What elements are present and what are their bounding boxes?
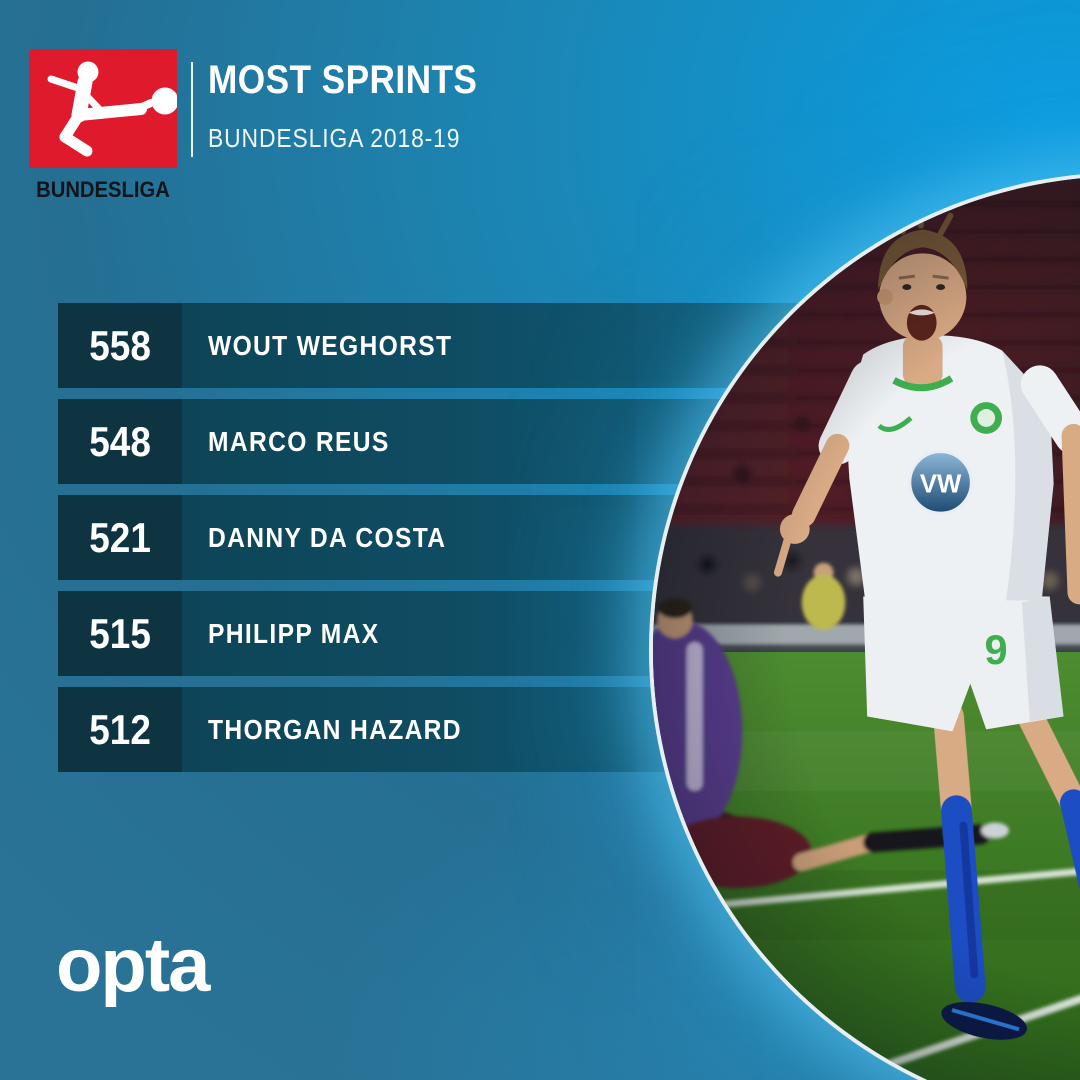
ranking-row-1: 558 WOUT WEGHORST	[58, 303, 810, 388]
ball-icon	[151, 87, 179, 115]
page-subtitle-text: BUNDESLIGA 2018-19	[208, 123, 461, 153]
sprint-count: 521	[58, 495, 182, 580]
sprint-count: 548	[58, 399, 182, 484]
player-name: WOUT WEGHORST	[182, 303, 810, 388]
page-subtitle: BUNDESLIGA 2018-19	[208, 124, 495, 152]
bundesliga-logo-box	[29, 49, 179, 168]
opta-logo: opta	[56, 923, 210, 1008]
sprint-count: 558	[58, 303, 182, 388]
sprint-count: 515	[58, 591, 182, 676]
bundesliga-wordmark: BUNDESLIGA	[36, 177, 170, 202]
header-divider	[191, 62, 193, 157]
bundesliga-player-kick-icon	[47, 61, 179, 157]
ranking-list: 558 WOUT WEGHORST 548 MARCO REUS 521 DAN…	[58, 303, 810, 772]
page-title: MOST SPRINTS	[208, 58, 514, 102]
sprint-count: 512	[58, 687, 182, 772]
page-title-text: MOST SPRINTS	[208, 58, 478, 102]
